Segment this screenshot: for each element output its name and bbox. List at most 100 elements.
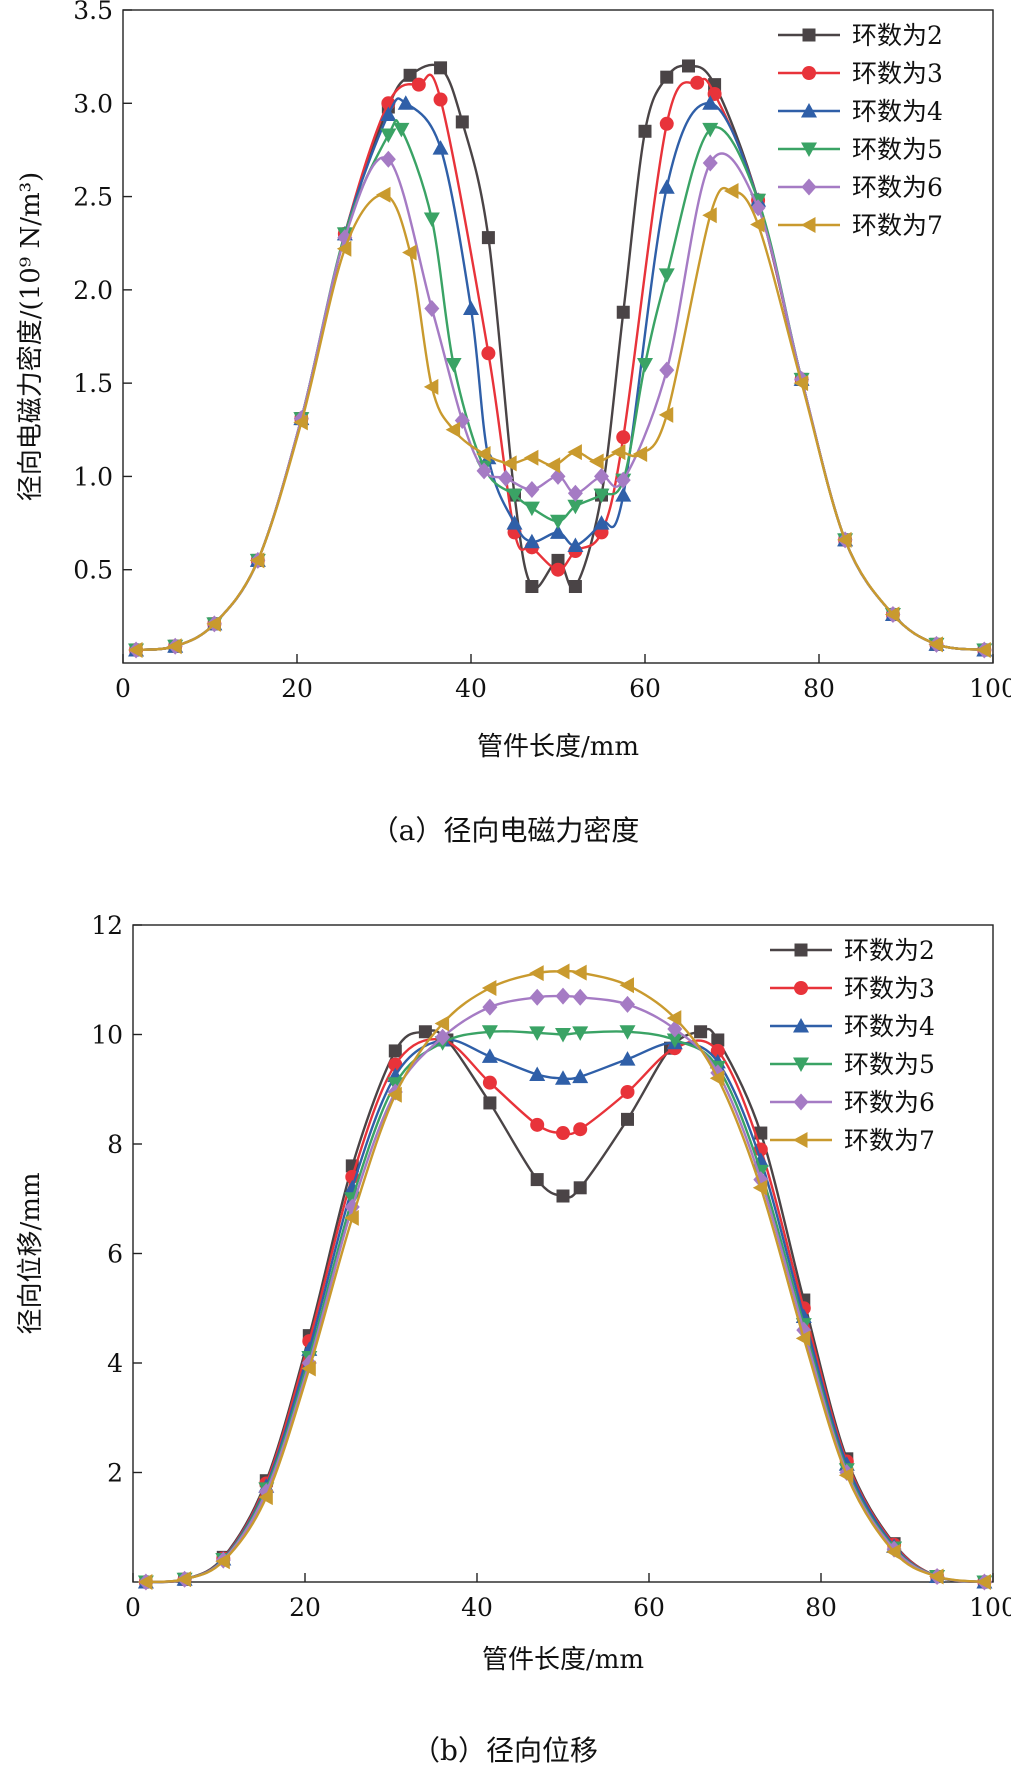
legend-item: 环数为6 [778,173,943,202]
series-7 [128,182,991,658]
data-point [568,580,582,594]
data-point [167,638,182,655]
data-point [388,1057,403,1072]
data-point [616,305,630,319]
y-tick-label: 0.5 [73,556,113,585]
data-point [476,462,492,480]
x-tick-label: 0 [125,1593,141,1622]
data-point [666,1010,682,1027]
data-point [530,1173,544,1187]
data-point [567,499,584,515]
data-point [523,501,540,517]
y-tick-label: 2.5 [73,183,113,212]
data-point [344,1209,359,1226]
y-tick-label: 1.0 [73,462,113,491]
data-point [551,562,565,577]
data-point [660,70,674,84]
data-point [555,1070,571,1085]
data-point [555,1028,571,1043]
legend-label: 环数为5 [844,1050,935,1079]
data-point [529,988,545,1006]
data-point [572,964,587,981]
data-point [529,1026,546,1041]
data-point [556,1126,570,1141]
chart-panel-a: 0 20 40 60 80 100 0.5 1.0 1.5 2.0 2.5 3.0 3.5 管件长度/mm… [16,0,1011,847]
x-tick-label: 40 [461,1593,493,1622]
legend-item: 环数为2 [770,936,935,965]
data-point [555,987,571,1005]
data-point [658,268,675,283]
y-axis-label: 径向位移/mm [16,1172,46,1334]
data-point [752,1152,769,1167]
data-point [615,471,631,489]
data-point [550,514,566,530]
data-point [886,1543,901,1560]
legend-item: 环数为3 [778,59,943,88]
data-point [666,1033,683,1048]
data-point [481,1048,498,1063]
x-tick-label: 60 [633,1593,665,1622]
data-point [176,1571,192,1588]
y-tick-label: 2.0 [73,276,113,305]
data-point [481,1025,498,1040]
legend-item: 环数为7 [778,211,943,240]
y-tick-label: 8 [107,1130,123,1159]
y-tick-label: 4 [107,1349,123,1378]
data-point [589,453,604,470]
data-point [481,231,495,245]
data-point [387,1086,402,1103]
legend-label: 环数为7 [844,1126,935,1155]
data-point [619,977,634,994]
data-point [616,430,631,445]
legend-item: 环数为4 [770,1012,935,1041]
data-point [481,979,497,996]
data-point [567,537,584,552]
data-point [795,1330,811,1347]
data-point [380,150,396,168]
legend: 环数为2 环数为3 环数为4 环数为5 环数为6 环数为7 [770,936,935,1155]
data-point [690,75,705,90]
data-point [432,140,449,155]
data-point [418,1025,432,1039]
y-tick-label: 3.5 [73,0,113,25]
legend-item: 环数为5 [778,135,943,164]
legend-label: 环数为6 [844,1088,935,1117]
data-point [433,92,448,107]
data-point [434,1015,450,1032]
legend-label: 环数为5 [852,135,943,164]
data-point [793,375,809,392]
data-point [556,1189,570,1203]
data-point [621,1112,634,1126]
y-tick-label: 6 [107,1240,123,1269]
data-point [529,1066,546,1081]
data-point [572,1026,589,1041]
legend-marker [801,103,817,118]
data-point [632,446,648,463]
data-point [724,182,739,199]
x-tick-label: 40 [455,674,487,703]
data-point [710,1043,725,1058]
data-point [483,1096,497,1110]
data-point [423,378,439,395]
legend-marker [793,1132,808,1148]
data-point [380,106,397,121]
x-tick-label: 80 [805,1593,837,1622]
data-point [445,357,462,373]
x-tick-label: 100 [969,674,1011,703]
legend-marker [801,142,817,157]
legend-label: 环数为2 [844,936,935,965]
data-point [403,68,417,82]
data-point [388,1044,402,1058]
data-point [481,346,496,361]
data-point [709,1070,725,1087]
legend-marker [794,943,808,957]
data-point [711,1033,725,1047]
data-point [752,1179,768,1196]
data-point [593,515,610,530]
data-point [434,61,448,75]
data-point [976,1574,991,1590]
data-point [702,207,717,224]
data-point [402,244,417,261]
legend-label: 环数为7 [852,211,943,240]
